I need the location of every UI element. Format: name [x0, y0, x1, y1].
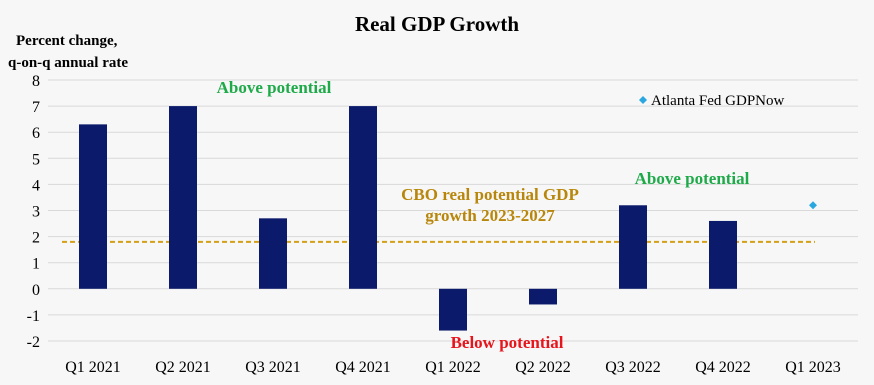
y-axis-ticks: -2 -1 0 1 2 3 4 5 6 7 8 [27, 73, 40, 351]
y-axis-label-line1: Percent change, [16, 33, 118, 49]
x-tick-label: Q4 2022 [695, 359, 751, 376]
bar [619, 205, 647, 289]
y-tick-label: 6 [32, 125, 40, 142]
bar [259, 218, 287, 289]
bar [79, 124, 107, 289]
annotation-cbo-line2: growth 2023-2027 [425, 206, 555, 225]
y-tick-label: 5 [32, 151, 40, 168]
annotation-cbo-line1: CBO real potential GDP [401, 185, 579, 204]
nowcast-point [809, 201, 817, 210]
y-tick-label: 8 [32, 73, 40, 90]
bar [349, 106, 377, 289]
y-tick-label: 4 [32, 177, 40, 194]
x-tick-label: Q2 2021 [155, 359, 211, 376]
x-tick-label: Q1 2021 [65, 359, 121, 376]
x-tick-label: Q2 2022 [515, 359, 571, 376]
y-tick-label: -2 [27, 334, 40, 351]
annotation-above-potential-1: Above potential [217, 78, 332, 97]
legend: Atlanta Fed GDPNow [639, 93, 784, 109]
y-tick-label: 0 [32, 282, 40, 299]
y-tick-label: 1 [32, 256, 40, 273]
legend-diamond-icon [639, 96, 647, 104]
y-axis-label-line2: q-on-q annual rate [8, 55, 128, 71]
legend-label: Atlanta Fed GDPNow [651, 93, 784, 109]
bar [169, 106, 197, 289]
x-tick-label: Q1 2022 [425, 359, 481, 376]
bar [439, 288, 467, 331]
bars [79, 106, 737, 331]
x-axis-ticks: Q1 2021 Q2 2021 Q3 2021 Q4 2021 Q1 2022 Q2 20… [65, 359, 841, 376]
y-tick-label: 3 [32, 204, 40, 221]
y-tick-label: 7 [32, 99, 40, 116]
bar [529, 288, 557, 305]
x-tick-label: Q3 2021 [245, 359, 301, 376]
x-tick-label: Q4 2021 [335, 359, 391, 376]
chart-title: Real GDP Growth [355, 12, 519, 36]
bar [709, 220, 737, 289]
y-tick-label: 2 [32, 230, 40, 247]
y-tick-label: -1 [27, 308, 40, 325]
annotation-below-potential: Below potential [451, 333, 564, 352]
x-tick-label: Q3 2022 [605, 359, 661, 376]
x-tick-label: Q1 2023 [785, 359, 841, 376]
annotation-above-potential-2: Above potential [635, 169, 750, 188]
